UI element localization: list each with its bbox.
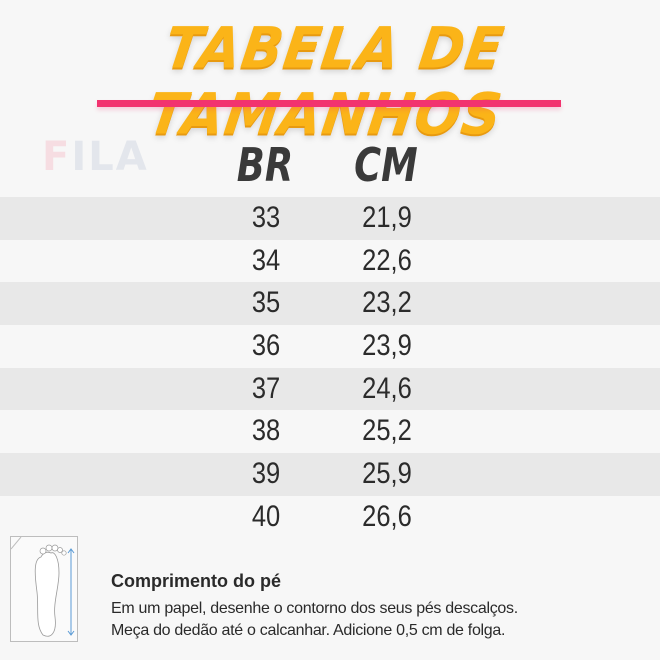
table-row: 34 22,6 [0,240,660,283]
table-row: 35 23,2 [0,282,660,326]
table-row: 38 25,2 [0,410,660,453]
info-line: Meça do dedão até o calcanhar. Adicione … [111,622,506,639]
header-cm: CM [354,138,418,192]
foot-measure-icon [10,536,78,642]
cell-br: 39 [251,457,281,491]
table-row: 37 24,6 [0,367,660,411]
table-row: 40 26,6 [0,496,660,539]
cell-br: 38 [251,414,281,448]
page-title: TABELA DE TAMANHOS [144,14,509,148]
cell-cm: 23,2 [362,286,412,320]
table-row: 39 25,9 [0,453,660,496]
table-row: 33 21,9 [0,197,660,240]
cell-br: 40 [251,499,281,533]
cell-br: 35 [251,286,281,320]
table-row: 36 23,9 [0,325,660,368]
cell-br: 36 [251,329,281,363]
cell-cm: 22,6 [362,243,412,277]
cell-br: 33 [251,201,281,234]
info-line: Em um papel, desenhe o contorno dos seus… [111,600,518,617]
brand-logo: FILA [42,134,149,180]
info-title: Comprimento do pé [111,571,281,591]
cell-cm: 21,9 [362,201,412,234]
cell-cm: 26,6 [362,499,412,533]
cell-cm: 23,9 [362,329,412,363]
cell-cm: 25,2 [362,414,412,448]
size-table: 33 21,9 34 22,6 35 23,2 36 23,9 37 24,6 38 25,2 39 25… [0,197,660,539]
cell-br: 37 [251,371,281,405]
cell-cm: 24,6 [362,371,412,405]
header-br: BR [236,138,294,192]
cell-cm: 25,9 [362,457,412,491]
cell-br: 34 [251,243,281,277]
title-underline [97,100,561,107]
